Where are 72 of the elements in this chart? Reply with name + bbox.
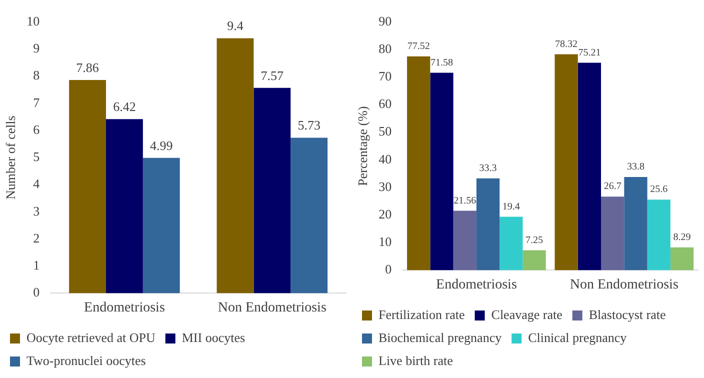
x-tick-label: Non Endometriosis [570, 277, 678, 292]
bar [407, 56, 430, 270]
data-label: 33.3 [479, 162, 497, 174]
y-tick-label: 30 [378, 178, 392, 194]
bar [142, 158, 180, 294]
y-tick-label: 60 [378, 96, 392, 112]
x-tick-label: Endometriosis [84, 300, 165, 316]
data-label: 26.7 [604, 181, 622, 192]
legend-label: Fertilization rate [378, 306, 465, 322]
data-label: 7.86 [76, 60, 100, 75]
legend-label: Blastocyst rate [588, 306, 666, 322]
data-label: 7.25 [526, 234, 544, 246]
y-tick-label: 9 [33, 40, 40, 56]
y-tick-label: 2 [33, 230, 40, 246]
data-label: 5.73 [298, 118, 320, 133]
y-tick-label: 80 [378, 41, 392, 56]
data-label: 7.57 [260, 68, 284, 83]
y-tick-label: 70 [378, 68, 392, 84]
y-tick-label: 5 [33, 149, 40, 164]
bar [476, 178, 500, 270]
y-axis-title: Number of cells [3, 116, 18, 200]
y-axis-title: Percentage (%) [355, 106, 370, 186]
bar [624, 176, 648, 270]
y-tick-label: 3 [33, 203, 40, 218]
data-label: 9.4 [227, 18, 244, 34]
data-label: 71.58 [430, 57, 453, 68]
bar [554, 54, 578, 270]
legend-label: MII oocytes [182, 330, 246, 345]
legend-label: Cleavage rate [491, 306, 563, 322]
data-label: 4.99 [150, 138, 173, 153]
x-tick-label: Non Endometriosis [218, 300, 326, 316]
data-label: 75.21 [578, 47, 601, 58]
data-label: 78.32 [555, 38, 578, 50]
bar [453, 210, 476, 270]
bar [430, 72, 454, 270]
bar [578, 62, 602, 270]
bar [69, 80, 106, 294]
data-label: 6.42 [113, 99, 136, 114]
bar [254, 88, 291, 294]
x-tick-label: Endometriosis [436, 277, 517, 292]
legend-label: Clinical pregnancy [528, 330, 628, 345]
bar [647, 200, 670, 270]
y-tick-label: 4 [33, 176, 40, 192]
bar [601, 196, 624, 270]
y-tick-label: 0 [385, 262, 392, 277]
y-tick-label: 50 [378, 124, 392, 139]
legend-label: Live birth rate [378, 352, 454, 368]
y-tick-label: 40 [378, 151, 392, 166]
bar [106, 119, 143, 294]
bar [500, 216, 523, 270]
y-tick-label: 1 [33, 258, 40, 272]
y-tick-label: 8 [33, 68, 40, 83]
data-label: 19.4 [502, 201, 520, 212]
bar [522, 250, 546, 270]
y-tick-label: 6 [33, 122, 40, 137]
y-tick-label: 0 [33, 284, 40, 300]
bar [290, 138, 328, 294]
data-label: 33.8 [626, 162, 644, 173]
y-tick-label: 10 [378, 234, 392, 250]
y-tick-label: 7 [33, 94, 40, 110]
legend-label: Oocyte retrieved at OPU [26, 330, 156, 345]
data-label: 21.56 [454, 195, 476, 206]
bar [670, 247, 694, 270]
bar [216, 38, 254, 294]
y-tick-label: 20 [378, 206, 392, 222]
y-tick-label: 90 [378, 13, 392, 28]
data-label: 8.29 [673, 232, 691, 243]
legend-label: Two-pronuclei oocytes [26, 352, 146, 368]
y-tick-label: 10 [26, 13, 40, 28]
data-label: 25.6 [650, 184, 668, 196]
legend-label: Biochemical pregnancy [378, 330, 502, 345]
data-label: 77.52 [407, 41, 430, 52]
